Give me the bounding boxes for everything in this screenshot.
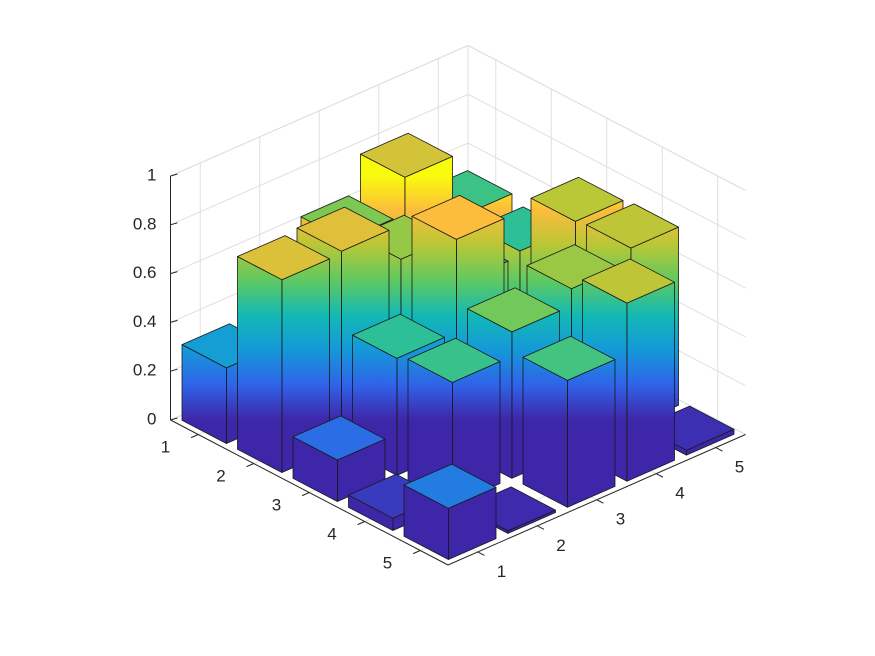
bar-top-face: [522, 335, 616, 381]
bar-top-face: [407, 337, 501, 383]
bar-top-face: [360, 132, 453, 178]
z-tick-label: 0.6: [133, 263, 157, 282]
y-tick-label: 5: [383, 554, 392, 573]
bar-top-face: [237, 235, 330, 281]
bar-top-face: [586, 203, 679, 249]
x-tick-label: 1: [497, 562, 506, 581]
x-tick: [596, 499, 604, 504]
z-tick-label: 0.2: [133, 361, 157, 380]
bar: [403, 463, 497, 560]
x-tick-label: 3: [616, 510, 625, 529]
y-tick-label: 1: [161, 438, 170, 457]
x-tick-label: 2: [556, 536, 565, 555]
grid-line: [467, 93, 746, 240]
x-tick: [715, 447, 723, 452]
z-tick: [170, 319, 178, 323]
z-tick: [170, 368, 178, 372]
bar-front-face: [567, 359, 616, 508]
y-tick: [412, 550, 421, 555]
tick-labels: 1 2 3 4 5 1 2 3 4 5 0 0.2 0.4 0.6 0.8 1: [133, 165, 744, 580]
bar: [292, 415, 386, 502]
x-tick-label: 4: [675, 484, 684, 503]
bar-top-face: [403, 463, 497, 509]
bar: [407, 337, 501, 505]
z-tick: [170, 271, 178, 275]
y-tick-label: 2: [216, 467, 225, 486]
y-tick-label: 4: [327, 525, 336, 544]
bar-front-face: [626, 281, 675, 482]
grid-line: [170, 93, 469, 226]
z-tick-label: 0.8: [133, 214, 157, 233]
y-tick: [190, 434, 199, 439]
x-tick: [656, 473, 664, 478]
bar: [522, 335, 616, 508]
bar: [237, 235, 330, 473]
bar-top-face: [411, 194, 505, 240]
bar-top-face: [292, 415, 386, 461]
z-tick-label: 1: [147, 165, 156, 184]
bar-top-face: [296, 206, 390, 252]
bar-top-face: [352, 313, 445, 359]
z-tick-label: 0.4: [133, 312, 157, 331]
z-tick-label: 0: [147, 409, 156, 428]
x-tick: [537, 525, 545, 530]
y-tick: [301, 492, 310, 497]
y-tick-label: 3: [272, 496, 281, 515]
z-tick: [170, 222, 178, 226]
back-edge: [170, 45, 469, 177]
bar-left-face: [522, 356, 568, 508]
back-edge: [467, 45, 746, 191]
x-tick: [477, 551, 485, 556]
z-tick: [170, 173, 178, 177]
bars: [181, 132, 735, 560]
bar-left-face: [237, 256, 283, 473]
axes: [170, 173, 746, 566]
x-tick-label: 5: [735, 458, 744, 477]
bar-top-face: [530, 176, 624, 222]
y-tick: [357, 521, 365, 526]
bar-top-face: [467, 287, 560, 333]
y-tick: [246, 463, 254, 468]
z-tick: [170, 417, 178, 421]
bar-top-face: [582, 258, 675, 304]
